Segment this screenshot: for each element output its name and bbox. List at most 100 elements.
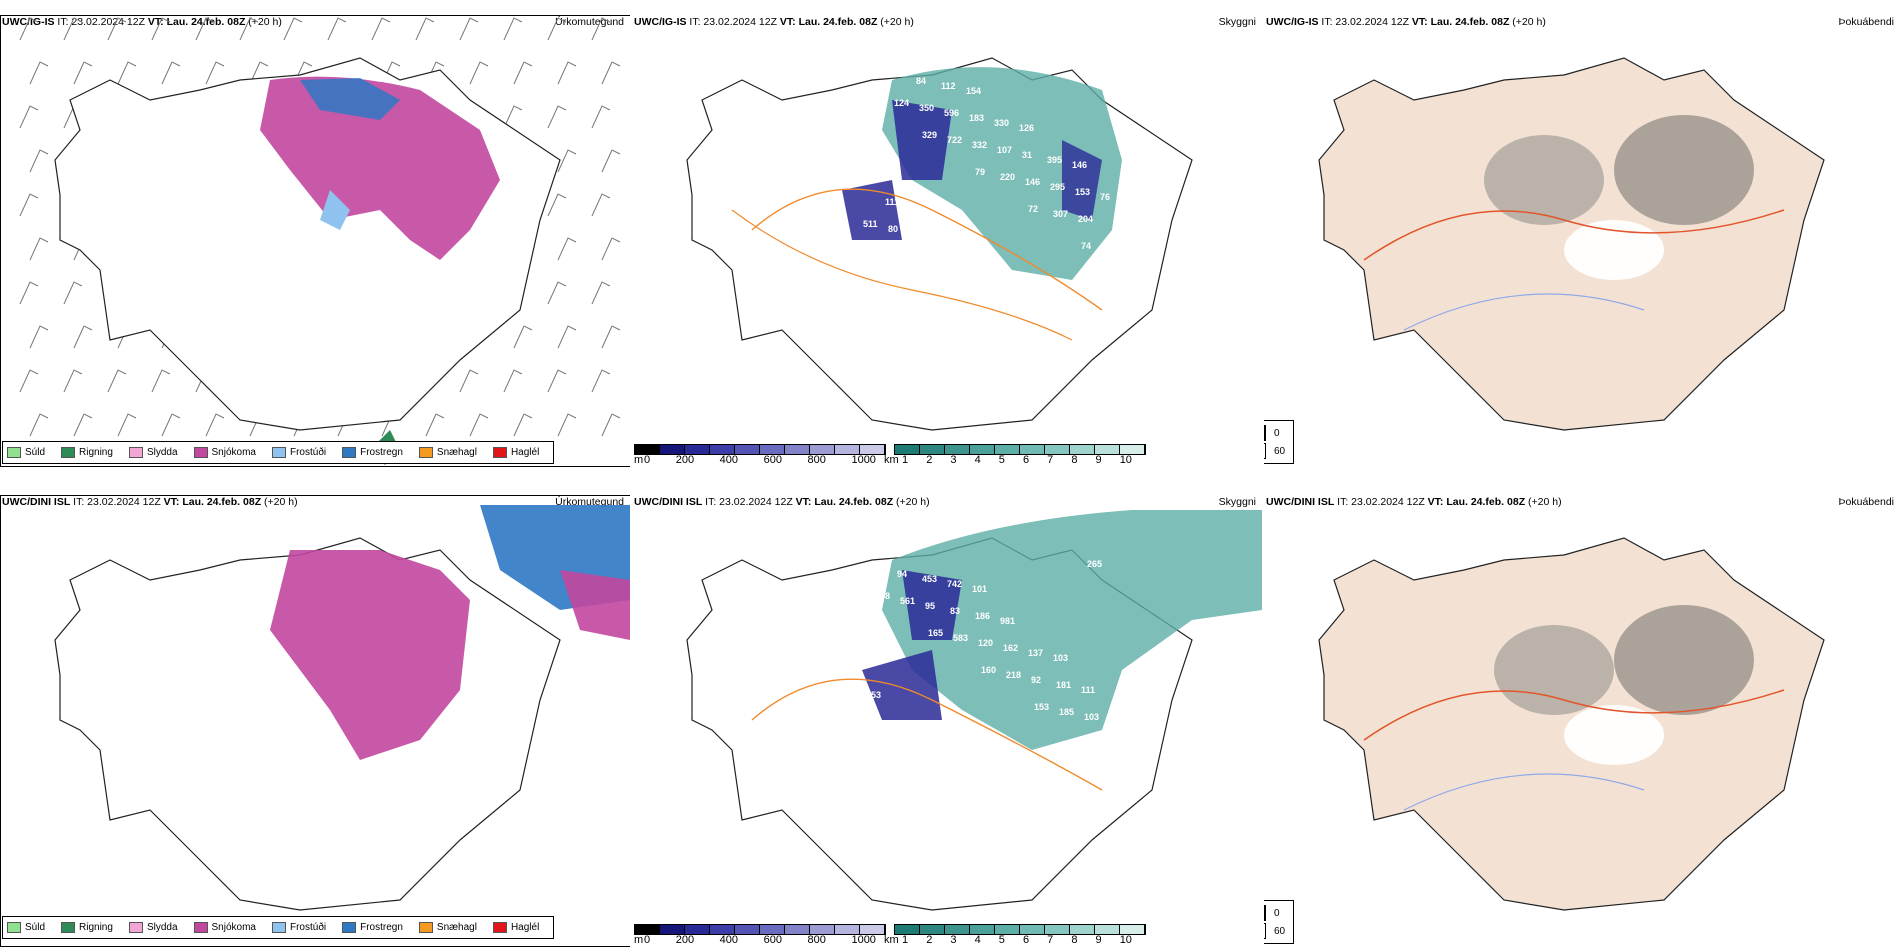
wind-barb [19, 281, 39, 305]
colorbar-cell [660, 925, 685, 934]
visibility-label: 183 [969, 113, 984, 123]
legend-item: Haglél [492, 922, 539, 933]
colorbar-cell [835, 925, 860, 934]
wind-barb [73, 413, 93, 437]
wind-barb [63, 17, 83, 41]
legend-item: Súld [7, 922, 45, 933]
visibility-label: 329 [922, 130, 937, 140]
wind-barb [371, 17, 391, 41]
fog-map [1318, 537, 1825, 911]
wind-barb [557, 149, 577, 173]
legend-item: Rigning [61, 922, 113, 933]
wind-barb [239, 17, 259, 41]
visibility-label: 100 [891, 251, 906, 261]
wind-barb [591, 193, 611, 217]
fog-legend-item: 0 [1264, 905, 1280, 921]
visibility-label: 332 [972, 140, 987, 150]
colorbar-cell [1095, 925, 1120, 934]
visibility-label: 162 [1003, 643, 1018, 653]
legend-item: Snjókoma [193, 922, 256, 933]
fog-index-panel-bottom: UWC/DINI ISL IT: 23.02.2024 12Z VT: Lau.… [1264, 490, 1900, 950]
legend-item: Súld [7, 447, 45, 458]
tick-label: 0 [644, 454, 651, 466]
visibility-ticks: 1 2 3 4 5 6 7 8 9 10 [902, 934, 1132, 946]
ceiling-unit: m [634, 934, 644, 946]
wind-barb [513, 325, 533, 349]
visibility-label: 154 [966, 86, 981, 96]
visibility-label: 184 [913, 229, 928, 239]
precip-map [54, 505, 630, 911]
tick-label: 7 [1047, 454, 1054, 466]
legend-item: Snæhagl [418, 922, 477, 933]
visibility-label: 265 [1087, 559, 1102, 569]
wind-barb [503, 105, 523, 129]
wind-barb [117, 61, 137, 85]
wind-barb [19, 193, 39, 217]
visibility-label: 74 [1081, 241, 1091, 251]
tick-label: 5 [998, 454, 1005, 466]
wind-barb [503, 17, 523, 41]
wind-barb [469, 413, 489, 437]
wind-barb [107, 369, 127, 393]
visibility-label: 103 [1053, 653, 1068, 663]
visibility-ticks: 1 2 3 4 5 6 7 8 9 10 [902, 454, 1132, 466]
tick-label: 8 [1071, 934, 1078, 946]
visibility-label: 79 [975, 167, 985, 177]
wind-barb [591, 281, 611, 305]
visibility-label: 742 [947, 579, 962, 589]
wind-barb [547, 17, 567, 41]
tick-label: 1 [902, 934, 909, 946]
tick-label: 9 [1095, 934, 1102, 946]
fog-legend-item: 0 [1264, 425, 1280, 441]
visibility-label: 80 [888, 224, 898, 234]
wind-barb [29, 61, 49, 85]
fog-index-panel-top: UWC/IG-IS IT: 23.02.2024 12Z VT: Lau. 24… [1264, 10, 1900, 470]
fog-legend-item: 60 [1264, 923, 1285, 939]
tick-label: 5 [998, 934, 1005, 946]
wind-barb [327, 17, 347, 41]
visibility-label: 153 [1034, 702, 1049, 712]
visibility-label: 112 [941, 81, 956, 91]
colorbar-cell [860, 445, 885, 454]
panel-title: Þokuábendi [1838, 496, 1894, 508]
tick-label: 1000 [851, 454, 876, 466]
tick-label: 200 [675, 454, 695, 466]
colorbar-cell [785, 925, 810, 934]
precip-map [19, 17, 621, 465]
wind-barb [513, 413, 533, 437]
visibility-unit: km [884, 454, 899, 466]
wind-barb [195, 17, 215, 41]
fog-legend [1264, 420, 1294, 464]
visibility-label: 95 [925, 601, 935, 611]
visibility-label: 31 [1022, 150, 1032, 160]
visibility-label: 295 [1050, 182, 1065, 192]
wind-barb [547, 281, 567, 305]
map-frame [0, 495, 630, 947]
visibility-label: 153 [866, 690, 881, 700]
visibility-unit: km [884, 934, 899, 946]
tick-label: 8 [1071, 454, 1078, 466]
colorbar-cell [1045, 445, 1070, 454]
panel-header: UWC/IG-IS IT: 23.02.2024 12Z VT: Lau. 24… [634, 16, 914, 28]
tick-label: 9 [1095, 454, 1102, 466]
tick-label: 3 [950, 454, 957, 466]
tick-label: 4 [974, 454, 981, 466]
visibility-label: 181 [1056, 680, 1071, 690]
wind-barb [591, 17, 611, 41]
visibility-label: 120 [978, 638, 993, 648]
panel-title: Skyggni [1218, 16, 1256, 28]
wind-barb [19, 105, 39, 129]
wind-barb [513, 61, 533, 85]
ceiling-ticks: 0 200 400 600 800 1000 [644, 934, 876, 946]
fog-map [1318, 57, 1825, 431]
visibility-label: 220 [1000, 172, 1015, 182]
colorbar-cell [1070, 445, 1095, 454]
visibility-label: 271 [872, 564, 887, 574]
colorbar-cell [660, 445, 685, 454]
visibility-label: 146 [1025, 177, 1040, 187]
wind-barb [601, 237, 621, 261]
visibility-label: 72 [1028, 204, 1038, 214]
tick-label: 400 [719, 454, 738, 466]
legend-item: Frostregn [342, 447, 403, 458]
visibility-label: 596 [944, 108, 959, 118]
